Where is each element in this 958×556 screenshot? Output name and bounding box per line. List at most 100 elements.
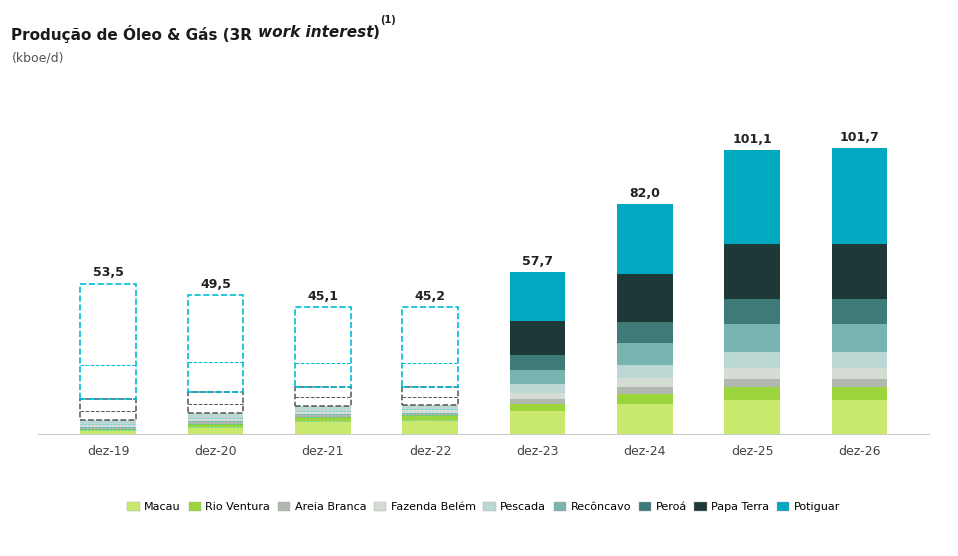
Bar — [510, 411, 565, 434]
Bar — [188, 295, 243, 362]
Bar — [402, 396, 458, 405]
Bar — [832, 379, 887, 388]
Bar — [510, 355, 565, 370]
Bar — [295, 397, 351, 406]
Bar — [510, 393, 565, 399]
Bar — [402, 409, 458, 413]
Bar — [295, 307, 351, 388]
Bar — [617, 388, 673, 394]
Bar — [724, 368, 780, 379]
Bar — [510, 404, 565, 411]
Bar — [295, 388, 351, 406]
Bar — [295, 307, 351, 363]
Text: ): ) — [374, 25, 380, 40]
Bar — [724, 150, 780, 244]
Bar — [295, 411, 351, 414]
Text: 49,5: 49,5 — [200, 277, 231, 291]
Bar — [188, 391, 243, 413]
Bar — [295, 414, 351, 417]
Bar — [832, 299, 887, 324]
Bar — [80, 284, 136, 365]
Bar — [188, 421, 243, 424]
Bar — [402, 387, 458, 405]
Bar — [80, 284, 136, 399]
Bar — [402, 387, 458, 405]
Bar — [188, 362, 243, 391]
Text: 45,2: 45,2 — [415, 290, 445, 302]
Bar — [724, 299, 780, 324]
Bar — [617, 342, 673, 365]
Bar — [80, 429, 136, 430]
Bar — [188, 391, 243, 404]
Text: Produção de Óleo & Gás (3R: Produção de Óleo & Gás (3R — [11, 25, 258, 43]
Bar — [295, 421, 351, 434]
Bar — [80, 399, 136, 411]
Bar — [402, 405, 458, 409]
Bar — [617, 321, 673, 342]
Bar — [80, 424, 136, 426]
Bar — [724, 324, 780, 352]
Bar — [617, 203, 673, 274]
Text: 82,0: 82,0 — [629, 186, 660, 200]
Bar — [402, 387, 458, 396]
Text: work interest: work interest — [258, 25, 374, 40]
Bar — [724, 244, 780, 299]
Bar — [617, 379, 673, 388]
Bar — [188, 426, 243, 434]
Bar — [510, 321, 565, 355]
Bar — [80, 411, 136, 420]
Bar — [402, 415, 458, 420]
Bar — [402, 420, 458, 434]
Text: 101,7: 101,7 — [839, 131, 879, 145]
Text: 57,7: 57,7 — [522, 255, 553, 267]
Text: 53,5: 53,5 — [93, 266, 124, 280]
Text: (1): (1) — [380, 15, 396, 25]
Bar — [295, 406, 351, 411]
Bar — [80, 420, 136, 424]
Bar — [510, 272, 565, 321]
Text: (kboe/d): (kboe/d) — [11, 52, 64, 64]
Bar — [617, 365, 673, 379]
Bar — [188, 413, 243, 418]
Bar — [832, 324, 887, 352]
Bar — [402, 363, 458, 387]
Bar — [80, 426, 136, 429]
Bar — [188, 391, 243, 413]
Bar — [295, 388, 351, 397]
Bar — [510, 370, 565, 384]
Bar — [617, 274, 673, 321]
Bar — [617, 394, 673, 404]
Bar — [188, 404, 243, 413]
Bar — [80, 284, 136, 399]
Bar — [188, 418, 243, 421]
Bar — [832, 400, 887, 434]
Text: 101,1: 101,1 — [732, 133, 772, 146]
Bar — [295, 388, 351, 406]
Bar — [724, 400, 780, 434]
Text: 45,1: 45,1 — [308, 290, 338, 303]
Bar — [832, 352, 887, 368]
Bar — [510, 399, 565, 404]
Bar — [402, 307, 458, 387]
Bar — [402, 307, 458, 387]
Bar — [724, 388, 780, 400]
Bar — [188, 424, 243, 426]
Bar — [295, 307, 351, 388]
Bar — [188, 295, 243, 391]
Bar — [832, 368, 887, 379]
Bar — [80, 430, 136, 434]
Bar — [80, 399, 136, 420]
Bar — [832, 388, 887, 400]
Bar — [832, 148, 887, 244]
Bar — [724, 352, 780, 368]
Bar — [80, 365, 136, 399]
Bar — [724, 379, 780, 388]
Bar — [832, 244, 887, 299]
Bar — [188, 295, 243, 391]
Bar — [295, 417, 351, 421]
Bar — [402, 307, 458, 363]
Bar — [80, 399, 136, 420]
Bar — [617, 404, 673, 434]
Legend: Macau, Rio Ventura, Areia Branca, Fazenda Belém, Pescada, Recôncavo, Peroá, Papa: Macau, Rio Ventura, Areia Branca, Fazend… — [123, 497, 845, 517]
Bar — [510, 384, 565, 393]
